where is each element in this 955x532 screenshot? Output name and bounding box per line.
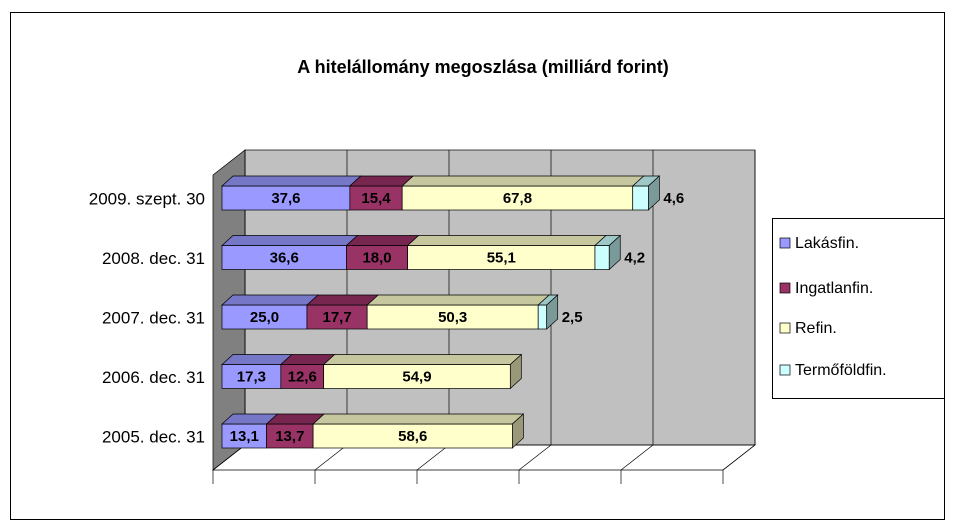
- bar-shade: [280, 354, 335, 365]
- bar: [312, 423, 513, 449]
- bar-shade: [632, 176, 660, 186]
- bar: [323, 364, 511, 389]
- data-label: 36,6: [270, 249, 299, 266]
- y-tick-label: 2007. dec. 31: [102, 308, 205, 327]
- bar-shade: [609, 235, 621, 270]
- data-label: 18,0: [362, 249, 391, 266]
- floor-grid-line: [416, 444, 450, 471]
- y-tick-label: 2006. dec. 31: [102, 368, 205, 387]
- legend-label: Lakásfin.: [795, 235, 859, 252]
- bar: [537, 304, 548, 330]
- bar-shade: [349, 176, 414, 186]
- bar-shade: [594, 235, 621, 246]
- data-label: 54,9: [402, 368, 431, 385]
- bar-shade: [323, 354, 522, 365]
- data-label: 37,6: [271, 190, 300, 207]
- bar-face: [509, 353, 522, 390]
- bar-shade: [222, 414, 278, 424]
- bar-shade: [313, 414, 524, 424]
- bar: [221, 364, 282, 389]
- data-label: 17,7: [322, 309, 351, 326]
- data-label: 58,6: [398, 428, 427, 445]
- bar: [594, 245, 610, 270]
- bar-shade: [648, 176, 660, 210]
- bar: [221, 245, 347, 270]
- data-label: 67,8: [503, 190, 532, 207]
- floor-grid-line: [722, 444, 756, 471]
- bar-shade: [222, 235, 358, 246]
- legend-swatch: [779, 282, 791, 294]
- data-label: 15,4: [361, 190, 391, 207]
- bar: [632, 185, 649, 211]
- bar-shade: [222, 176, 361, 186]
- data-label: 50,3: [438, 309, 467, 326]
- bar-face: [546, 294, 559, 330]
- bar: [221, 304, 308, 330]
- legend-swatch: [779, 237, 791, 249]
- y-tick-label: 2008. dec. 31: [102, 249, 205, 268]
- bar: [346, 245, 408, 270]
- bar-face: [608, 234, 621, 271]
- data-label: 13,7: [275, 428, 304, 445]
- floor-grid-line: [620, 444, 654, 471]
- y-tick-label: 2005. dec. 31: [102, 427, 205, 446]
- legend-swatch: [779, 364, 791, 376]
- data-label: 2,5: [562, 309, 583, 326]
- bar-shade: [546, 295, 558, 329]
- bar: [306, 304, 368, 330]
- legend-swatch: [779, 322, 791, 334]
- data-label: 25,0: [250, 309, 279, 326]
- data-label: 12,6: [288, 368, 317, 385]
- data-label: 17,3: [237, 368, 266, 385]
- legend-label: Refin.: [795, 320, 837, 337]
- data-label: 4,6: [663, 190, 684, 207]
- bar: [349, 185, 403, 211]
- bar: [366, 304, 539, 330]
- chart-title: A hitelállomány megoszlása (milliárd for…: [297, 57, 668, 77]
- data-label: 55,1: [487, 249, 516, 266]
- bar-shade: [367, 295, 550, 305]
- bar: [266, 423, 314, 449]
- bar-shade: [538, 295, 558, 305]
- bar-shade: [266, 414, 325, 424]
- bar-shade: [512, 414, 524, 448]
- bar-face: [512, 413, 524, 449]
- data-label: 4,2: [624, 249, 645, 266]
- bar-shade: [407, 235, 606, 246]
- floor-grid-line: [518, 444, 552, 471]
- bar: [407, 245, 596, 270]
- legend-label: Ingatlanfin.: [795, 280, 873, 297]
- bar-shade: [510, 354, 522, 389]
- bar: [280, 364, 325, 389]
- bar-shade: [307, 295, 379, 305]
- bar: [401, 185, 634, 211]
- floor-grid-line: [212, 444, 246, 471]
- bar-shade: [222, 295, 318, 305]
- bar-face: [648, 175, 660, 211]
- legend-label: Termőföldfin.: [795, 362, 887, 379]
- bar-shade: [402, 176, 644, 186]
- floor-grid-line: [314, 444, 348, 471]
- bar-shade: [222, 354, 292, 365]
- data-label: 13,1: [230, 428, 259, 445]
- bar: [221, 423, 267, 449]
- bar-shade: [346, 235, 419, 246]
- y-tick-label: 2009. szept. 30: [89, 189, 205, 208]
- legend-frame: [772, 218, 945, 399]
